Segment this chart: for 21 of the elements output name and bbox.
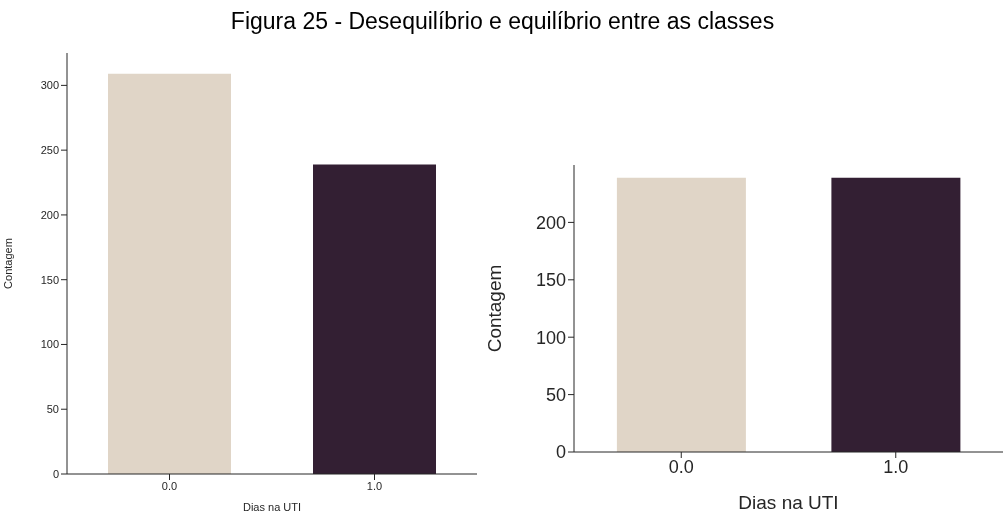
y-tick-label: 100 — [535, 327, 566, 348]
y-tick-label: 150 — [40, 273, 59, 286]
x-tick-label: 0.0 — [668, 456, 694, 477]
y-tick-label: 150 — [535, 270, 566, 291]
y-axis-title: Contagem — [483, 264, 505, 353]
x-tick-label: 1.0 — [883, 456, 909, 477]
chart-title: Figura 25 - Desequilíbrio e equilíbrio entre as classes — [229, 8, 776, 35]
y-tick-label: 300 — [40, 79, 59, 92]
y-tick-label: 200 — [40, 208, 59, 221]
y-tick-label: 0 — [555, 442, 566, 463]
y-tick-label: 50 — [46, 403, 59, 416]
y-tick-label: 100 — [40, 338, 59, 351]
y-tick-label: 0 — [52, 467, 59, 480]
x-tick-label: 0.0 — [161, 479, 178, 492]
y-tick-label: 200 — [535, 212, 566, 233]
y-tick-label: 250 — [40, 144, 59, 157]
x-tick-label: 1.0 — [366, 479, 383, 492]
y-tick-label: 50 — [545, 384, 566, 405]
x-axis-title: Dias na UTI — [242, 501, 302, 513]
x-axis-title: Dias na UTI — [738, 492, 839, 513]
y-axis-title: Contagem — [1, 238, 14, 289]
